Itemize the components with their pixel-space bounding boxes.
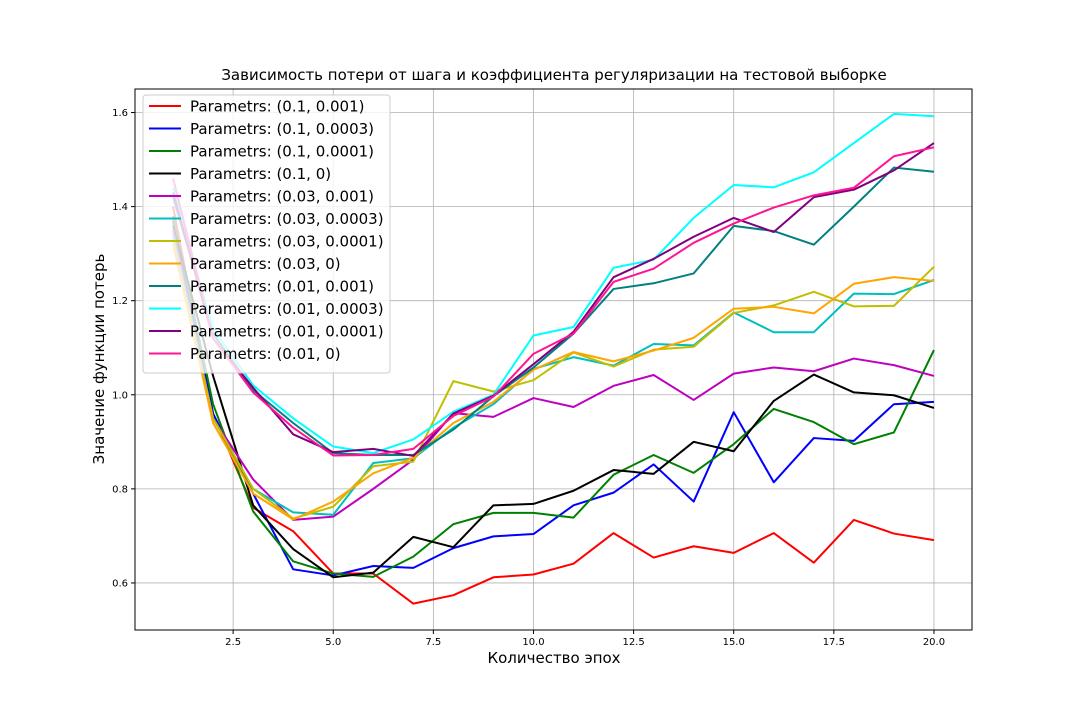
chart-title: Зависимость потери от шага и коэффициент…	[221, 66, 886, 84]
x-tick-label: 10.0	[522, 637, 544, 648]
legend-label: Parametrs: (0.03, 0)	[190, 255, 341, 273]
legend-label: Parametrs: (0.1, 0.001)	[190, 98, 365, 116]
series-line-11	[172, 142, 935, 457]
legend-label: Parametrs: (0.1, 0.0003)	[190, 120, 374, 138]
legend-box	[142, 94, 391, 374]
legend-label: Parametrs: (0.01, 0.0001)	[190, 323, 384, 341]
y-axis-title: Значение функции потерь	[90, 254, 108, 465]
x-tick-label: 12.5	[622, 637, 644, 648]
legend-label: Parametrs: (0.03, 0.0003)	[190, 210, 384, 228]
y-tick-label: 1.6	[112, 108, 128, 119]
y-tick-label: 0.6	[112, 578, 128, 589]
legend-label: Parametrs: (0.03, 0.0001)	[190, 233, 384, 251]
series-line-10	[172, 112, 935, 455]
series-line-4	[172, 225, 935, 579]
y-tick-label: 1.2	[112, 296, 128, 307]
legend-label: Parametrs: (0.1, 0)	[190, 165, 331, 183]
plot-area: 2.5 5.0 7.5 10.0 12.5 15.0 17.5 20.0 0.6 0.8 1.0 1.…	[112, 88, 973, 648]
series-line-6	[172, 234, 935, 516]
series-line-1	[172, 206, 935, 605]
legend-label: Parametrs: (0.1, 0.0001)	[190, 143, 374, 161]
x-tick-label: 2.5	[225, 637, 241, 648]
legend-label: Parametrs: (0.03, 0.001)	[190, 188, 374, 206]
series-line-3	[172, 215, 935, 578]
y-tick-label: 1.0	[112, 390, 128, 401]
series-line-2	[172, 220, 935, 577]
series-line-9	[172, 166, 935, 456]
series-line-5	[172, 229, 935, 521]
y-tick-label: 1.4	[112, 202, 128, 213]
x-axis-title: Количество эпох	[487, 649, 620, 667]
legend: Parametrs: (0.1, 0.001) Parametrs: (0.1, …	[142, 94, 391, 374]
x-tick-label: 20.0	[923, 637, 945, 648]
x-tick-label: 7.5	[425, 637, 441, 648]
x-tick-label: 5.0	[325, 637, 341, 648]
series-line-12	[172, 146, 935, 457]
x-tick-label: 15.0	[723, 637, 745, 648]
legend-label: Parametrs: (0.01, 0)	[190, 345, 341, 363]
plot-frame	[134, 88, 973, 631]
legend-label: Parametrs: (0.01, 0.001)	[190, 278, 374, 296]
legend-label: Parametrs: (0.01, 0.0003)	[190, 300, 384, 318]
y-tick-label: 0.8	[112, 484, 128, 495]
x-tick-label: 17.5	[823, 637, 845, 648]
series-line-8	[172, 244, 935, 521]
